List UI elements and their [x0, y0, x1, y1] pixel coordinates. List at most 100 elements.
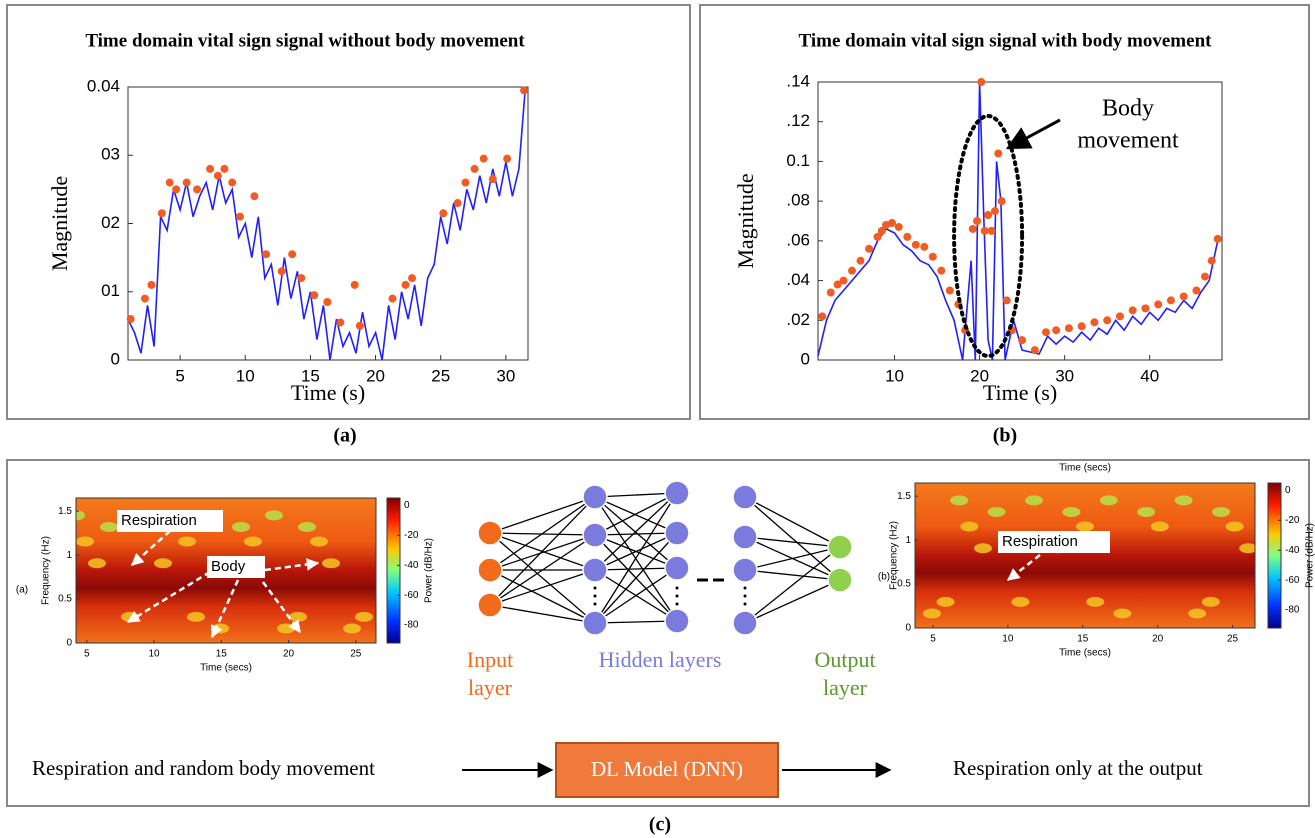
peak-marker: [355, 321, 364, 330]
annotation-box: [207, 556, 265, 578]
peak-marker: [818, 312, 827, 321]
y-tick-label: 1.5: [58, 506, 72, 517]
x-axis-label: Time (s): [983, 380, 1057, 405]
nn-edge: [594, 567, 678, 571]
layer-label: Output: [814, 647, 875, 672]
peak-marker: [165, 178, 174, 187]
annotation: Respiration: [1002, 533, 1078, 550]
x-tick-label: 10: [885, 366, 904, 385]
colorbar: [1267, 482, 1282, 629]
y-tick-label: 02: [101, 213, 120, 232]
y-tick-label: .06: [786, 230, 810, 249]
peak-marker: [987, 226, 996, 235]
peak-marker: [903, 232, 912, 241]
x-tick-label: 20: [1152, 634, 1164, 645]
nn-edge: [594, 496, 678, 534]
plot-frame: [914, 482, 1256, 629]
colorbar-tick-label: 0: [404, 500, 410, 511]
y-tick-label: 1.5: [897, 491, 911, 502]
nn-node: [582, 484, 608, 510]
nn-node: [732, 524, 758, 550]
nn-ellipsis: [675, 586, 679, 590]
nn-edge: [594, 492, 678, 624]
peak-marker: [1141, 304, 1150, 313]
heatmap: [915, 483, 1255, 628]
peak-marker: [193, 185, 202, 194]
heatmap-blob: [76, 536, 94, 547]
peak-marker: [140, 294, 149, 303]
y-tick-label: .12: [786, 111, 810, 130]
peak-marker: [937, 266, 946, 275]
nn-node: [477, 592, 503, 618]
x-tick-label: 10: [1002, 634, 1014, 645]
nn-edge: [489, 569, 596, 606]
peak-marker: [920, 242, 929, 251]
annotation-arrow: [1005, 118, 1061, 150]
nn-node: [664, 520, 690, 546]
peak-marker: [470, 164, 479, 173]
colorbar-tick-label: 0: [1285, 485, 1291, 496]
peak-marker: [439, 209, 448, 218]
y-tick-label: .02: [786, 310, 810, 329]
panel-label: (c): [649, 814, 671, 836]
heatmap-blob: [1062, 507, 1081, 517]
x-tick-label: 40: [1140, 366, 1159, 385]
peak-marker: [1213, 234, 1222, 243]
heatmap-blob: [244, 536, 262, 547]
peak-marker: [220, 164, 229, 173]
annotation-arrow: [126, 570, 211, 624]
heatmap-blob: [154, 558, 172, 569]
nn-node: [664, 608, 690, 634]
y-axis-label: Frequency (Hz): [889, 521, 900, 590]
x-axis-label: Time (secs): [1059, 648, 1111, 659]
colorbar-tick-label: -80: [404, 620, 419, 631]
peak-marker: [928, 252, 937, 261]
nn-edge: [489, 496, 596, 534]
heatmap-blob: [76, 510, 85, 521]
nn-edge: [489, 604, 596, 624]
annotation-box: [998, 531, 1110, 553]
peak-marker: [848, 266, 857, 275]
model-box: [555, 742, 779, 798]
annotation-arrow: [264, 558, 320, 572]
y-axis-label: Magnitude: [733, 173, 758, 268]
y-tick-label: 01: [101, 281, 120, 300]
peak-marker: [826, 288, 835, 297]
top-axis-label: Time (secs): [1059, 463, 1111, 474]
y-tick-label: .04: [786, 270, 810, 289]
colorbar: [386, 497, 401, 644]
heatmap-blob: [974, 543, 992, 554]
heatmap-blob: [178, 536, 196, 547]
peak-marker: [401, 280, 410, 289]
peak-marker: [945, 286, 954, 295]
peak-marker: [1128, 306, 1137, 315]
heatmap-blob: [1011, 596, 1030, 607]
peak-marker: [1179, 292, 1188, 301]
heatmap-blob: [923, 608, 941, 619]
peak-marker: [520, 86, 529, 95]
nn-edge: [489, 534, 596, 606]
heatmap-blob: [187, 611, 205, 622]
peak-marker: [1207, 256, 1216, 265]
annotation-box: [117, 510, 223, 532]
peak-marker: [1166, 296, 1175, 305]
peak-marker: [288, 250, 297, 259]
y-axis-label: Magnitude: [47, 176, 72, 271]
peak-marker: [461, 178, 470, 187]
peak-marker: [1103, 316, 1112, 325]
peak-marker: [977, 78, 986, 86]
peak-marker: [968, 224, 977, 233]
nn-node: [827, 567, 853, 593]
peak-marker: [350, 280, 359, 289]
heatmap-blob: [1137, 507, 1156, 517]
nn-edge: [744, 569, 841, 581]
peak-marker: [182, 178, 191, 187]
y-tick-label: 0.5: [58, 594, 72, 605]
annotation-arrow: [261, 581, 302, 634]
annotation: Body: [1102, 96, 1154, 122]
x-tick-label: 15: [216, 649, 228, 660]
heatmap-blob: [100, 522, 118, 532]
heatmap-blob: [950, 495, 969, 506]
annotation: movement: [1077, 128, 1179, 154]
heatmap-blob: [1188, 608, 1207, 619]
